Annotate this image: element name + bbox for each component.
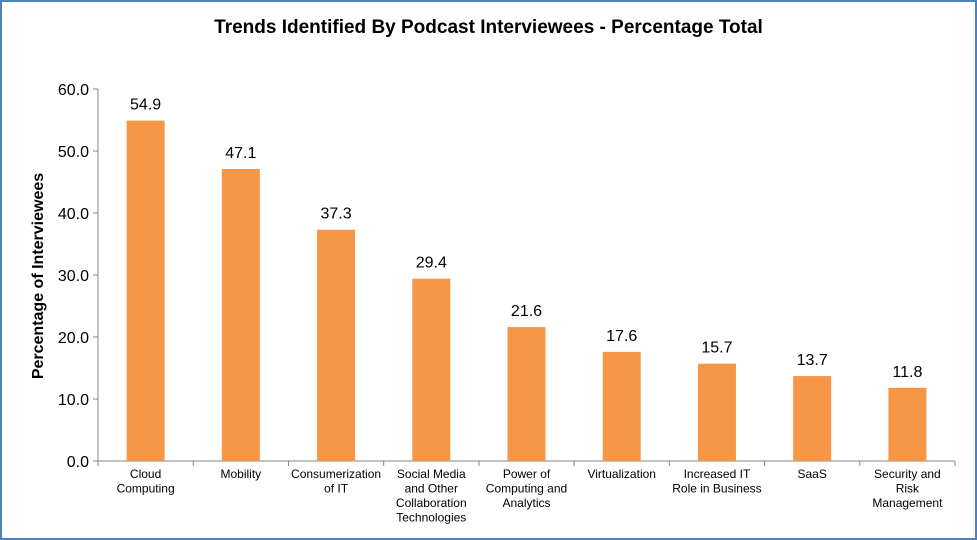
category-label-line: Social Media [397,467,466,481]
data-label: 47.1 [225,145,256,162]
y-tick-label: 30.0 [58,268,89,285]
category-label-line: Collaboration [396,496,467,510]
bar [126,120,165,462]
category-label: Increased IT Role in Business [672,467,761,496]
data-label: 21.6 [511,303,542,320]
category-label: Security and Risk Management [872,467,943,510]
y-tick-label: 0.0 [67,454,89,471]
data-label: 37.3 [320,206,351,223]
category-label-line: Computing and [486,482,567,496]
category-label-line: Management [872,496,943,510]
category-label-line: SaaS [797,467,826,481]
bar [221,168,260,462]
category-label-line: Security and [874,467,941,481]
data-label: 29.4 [416,255,447,272]
data-labels: 54.9 Cloud Computing 47.1 Mobility 37.3 Consum… [117,97,943,525]
bar [697,363,736,461]
category-label-line: Cloud [130,467,161,481]
bar [602,351,641,461]
y-tick-label: 60.0 [58,82,89,99]
category-label-line: Virtualization [587,467,655,481]
category-label-line: Increased IT [684,467,751,481]
bar [793,376,832,461]
chart-title: Trends Identified By Podcast Interviewee… [214,17,763,38]
bar [412,278,451,461]
data-label: 13.7 [797,352,828,369]
category-label-line: Technologies [396,511,466,525]
bar [888,387,927,461]
category-label-line: and Other [405,482,458,496]
category-label: Consumerization of IT [291,467,381,496]
y-tick-label: 40.0 [58,206,89,223]
category-label-line: Mobility [220,467,261,481]
data-label: 54.9 [130,97,161,114]
category-label: Cloud Computing [117,467,175,496]
category-label-line: Consumerization [291,467,381,481]
category-label-line: Role in Business [672,482,761,496]
category-label: Virtualization [587,467,655,481]
data-label: 11.8 [892,364,922,381]
y-tick-label: 20.0 [58,330,89,347]
bar [507,327,546,461]
category-label-line: Risk [896,482,920,496]
bar [317,229,356,461]
category-label-line: Power of [503,467,551,481]
category-label: Power of Computing and Analytics [486,467,567,510]
axes: 0.0 10.0 20.0 30.0 40.0 50.0 60.0 [58,82,956,471]
category-label-line: of IT [324,482,349,496]
category-label-line: Analytics [502,496,550,510]
data-label: 15.7 [701,340,732,357]
y-tick-label: 10.0 [58,392,89,409]
data-label: 17.6 [606,328,637,345]
bars [126,120,927,462]
category-label: SaaS [797,467,826,481]
y-tick-label: 50.0 [58,144,89,161]
category-label: Mobility [220,467,261,481]
category-label-line: Computing [117,482,175,496]
category-label: Social Media and Other Collaboration Techno… [396,467,467,525]
